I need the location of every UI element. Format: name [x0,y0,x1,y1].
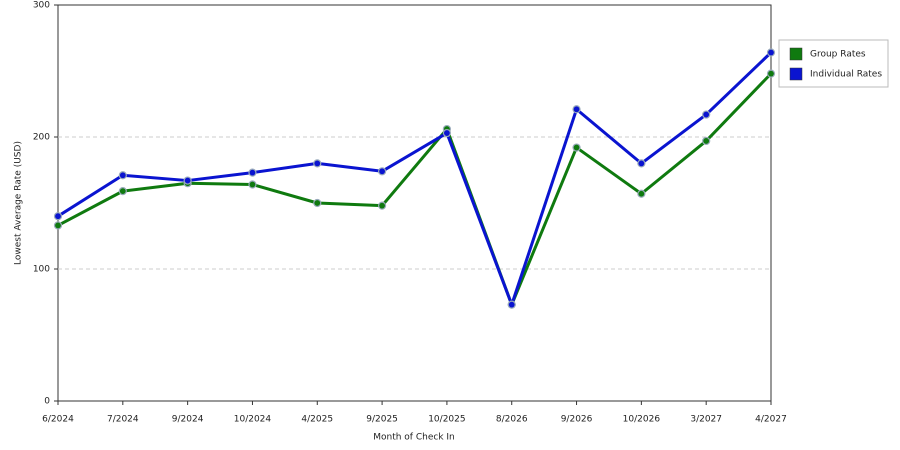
data-point [53,221,63,230]
y-tick-label: 100 [33,265,50,275]
x-tick-label: 9/2024 [172,415,204,425]
x-tick-label: 9/2026 [561,415,593,425]
x-tick-label: 4/2027 [755,415,787,425]
data-point [183,176,192,185]
data-point [53,212,63,221]
data-point [702,110,711,119]
y-axis-label: Lowest Average Rate (USD) [14,141,24,265]
legend-label: Individual Rates [810,70,882,80]
data-point [766,48,776,57]
legend-label: Group Rates [810,50,866,60]
y-tick-label: 300 [33,1,50,11]
data-point [313,159,322,168]
x-axis-label: Month of Check In [373,433,455,443]
data-point [572,105,581,114]
x-tick-label: 9/2025 [366,415,398,425]
data-point [248,180,257,189]
data-point [377,201,387,210]
x-tick-label: 4/2025 [301,415,333,425]
x-tick-label: 3/2027 [690,415,722,425]
data-point [637,189,646,198]
x-tick-label: 6/2024 [42,415,74,425]
legend-swatch [789,67,803,81]
data-point [572,143,581,152]
data-point [377,167,387,176]
x-tick-label: 8/2026 [496,415,528,425]
x-tick-label: 10/2024 [234,415,272,425]
x-tick-label: 10/2026 [623,415,661,425]
data-point [248,168,257,177]
series-line [57,72,773,307]
x-tick-label: 7/2024 [107,415,139,425]
plot-frame [57,4,772,402]
data-point [766,69,776,78]
data-point [118,171,127,180]
data-point [313,198,322,208]
data-point [442,128,452,138]
data-point [637,159,646,168]
y-tick-label: 0 [44,397,50,407]
legend-swatch [789,47,803,61]
y-tick-label: 200 [33,133,50,143]
data-point [507,300,516,309]
data-point [118,187,127,196]
series-line [57,51,773,307]
data-point [702,136,711,146]
x-tick-label: 10/2025 [428,415,465,425]
